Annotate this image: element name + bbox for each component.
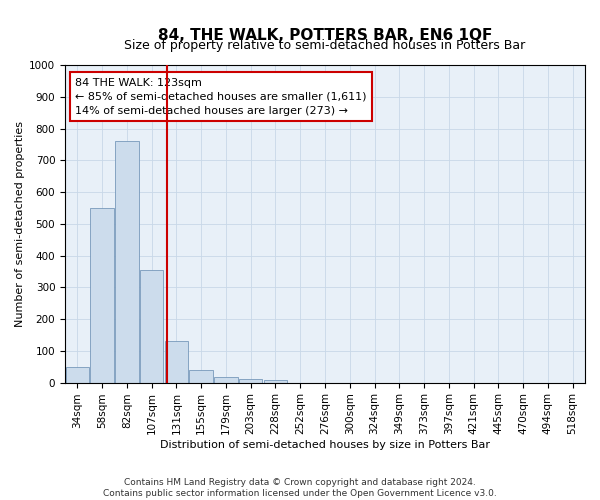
- Bar: [91, 208, 114, 382]
- Text: Size of property relative to semi-detached houses in Potters Bar: Size of property relative to semi-detach…: [124, 40, 526, 52]
- Y-axis label: Number of semi-detached properties: Number of semi-detached properties: [15, 121, 25, 327]
- Bar: [264, 380, 287, 382]
- Bar: [239, 380, 262, 382]
- Bar: [190, 370, 213, 382]
- X-axis label: Distribution of semi-detached houses by size in Potters Bar: Distribution of semi-detached houses by …: [160, 440, 490, 450]
- Bar: [214, 377, 238, 382]
- Bar: [65, 366, 89, 382]
- Title: 84, THE WALK, POTTERS BAR, EN6 1QF: 84, THE WALK, POTTERS BAR, EN6 1QF: [158, 28, 492, 43]
- Bar: [140, 270, 163, 382]
- Text: Contains HM Land Registry data © Crown copyright and database right 2024.
Contai: Contains HM Land Registry data © Crown c…: [103, 478, 497, 498]
- Bar: [115, 141, 139, 382]
- Text: 84 THE WALK: 123sqm
← 85% of semi-detached houses are smaller (1,611)
14% of sem: 84 THE WALK: 123sqm ← 85% of semi-detach…: [76, 78, 367, 116]
- Bar: [164, 342, 188, 382]
